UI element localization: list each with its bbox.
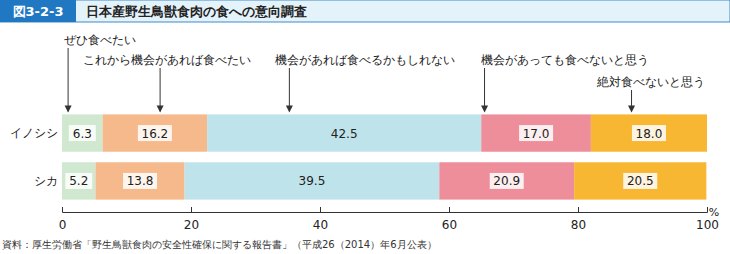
bar: [185, 162, 440, 199]
data-label-bg: [632, 125, 666, 141]
data-label: 17.0: [523, 127, 550, 141]
data-label-bg: [490, 173, 524, 189]
x-tick: 40: [313, 207, 328, 232]
y-tick: イノシシ: [10, 126, 58, 140]
x-axis-line: [63, 207, 708, 213]
x-tick-mark: [191, 207, 192, 212]
data-label-bg: [65, 173, 92, 189]
series-name: これから機会があれば食べたい: [83, 53, 251, 67]
bar: [207, 114, 481, 151]
data-label: 39.5: [299, 174, 326, 188]
arrow-head: [481, 105, 488, 112]
x-axis: 0 20 40 60 80 100: [59, 207, 719, 232]
x-tick-label: 100: [696, 218, 719, 232]
data-label: 5.2: [69, 174, 88, 188]
arrow-head: [157, 105, 164, 112]
series-name: 機会があっても食べないと思う: [481, 53, 649, 67]
x-tick-mark: [320, 207, 321, 212]
source: 資料：厚生労働省「野生鳥獣食肉の安全性確保に関する報告書」（平成26（2014）…: [2, 239, 437, 250]
y-tick: シカ: [34, 174, 58, 188]
arrow-shaft: [289, 68, 290, 111]
figure-label-box: [0, 0, 76, 22]
data-label: 16.2: [142, 127, 169, 141]
bar: [439, 162, 574, 199]
title: 日本産野生鳥獣食肉の食への意向調査: [86, 4, 307, 19]
arrow-shaft: [160, 68, 161, 111]
x-tick-label: 20: [184, 218, 199, 232]
data-label: 20.5: [627, 174, 654, 188]
x-tick-mark: [449, 207, 450, 212]
data-label: 20.9: [493, 174, 520, 188]
bar: [481, 114, 591, 151]
x-tick: 100: [696, 207, 719, 232]
x-tick-mark: [578, 207, 579, 212]
series-name: ぜひ食べたい: [64, 33, 136, 47]
data-label-bg: [123, 173, 157, 189]
data-label-bg: [69, 125, 96, 141]
x-tick: 80: [571, 207, 586, 232]
figure-label: 図3-2-3: [13, 4, 64, 19]
bar: [103, 114, 207, 151]
arrow-head: [286, 105, 293, 112]
data-labels: 6.3 5.2 16.2 13.8 42.5 39.5 17.0 20.9 18.0 20.5: [65, 125, 666, 189]
data-label: 6.3: [73, 127, 92, 141]
arrow-head: [65, 105, 72, 112]
x-tick-mark: [62, 207, 63, 212]
x-axis-label: %: [709, 206, 719, 219]
data-label: 18.0: [636, 127, 663, 141]
arrow-head: [628, 105, 635, 112]
arrow-shaft: [484, 68, 485, 111]
data-label: 13.8: [127, 174, 154, 188]
bar: [62, 114, 103, 151]
bar: [591, 114, 707, 151]
data-label-bg: [623, 173, 657, 189]
bar: [62, 162, 96, 199]
bar: [96, 162, 185, 199]
series-name: 絶対食べないと思う: [596, 75, 705, 89]
bars: [62, 114, 707, 199]
data-label-bg: [138, 125, 172, 141]
x-tick-label: 0: [59, 218, 67, 232]
x-tick: 0: [59, 207, 67, 232]
x-tick-label: 60: [442, 218, 457, 232]
title-band: [0, 0, 730, 22]
series-name: 機会があれば食べるかもしれない: [275, 53, 455, 67]
x-tick-label: 80: [571, 218, 586, 232]
chart: 図3-2-3 日本産野生鳥獣食肉の食への意向調査 6.3 5.2 16.2 13.8 42.…: [0, 0, 730, 254]
y-axis: イノシシシカ: [10, 126, 58, 188]
x-tick: 60: [442, 207, 457, 232]
x-tick-label: 40: [313, 218, 328, 232]
x-tick: 20: [184, 207, 199, 232]
data-label: 42.5: [331, 127, 358, 141]
series-annotations: ぜひ食べたいこれから機会があれば食べたい 機会があれば食べるかもしれない 機会があっ…: [64, 33, 705, 112]
bar: [574, 162, 706, 199]
data-label-bg: [519, 125, 553, 141]
arrow-shaft: [68, 48, 69, 111]
y-tick-label: シカ: [34, 174, 58, 188]
y-tick-label: イノシシ: [10, 126, 58, 140]
